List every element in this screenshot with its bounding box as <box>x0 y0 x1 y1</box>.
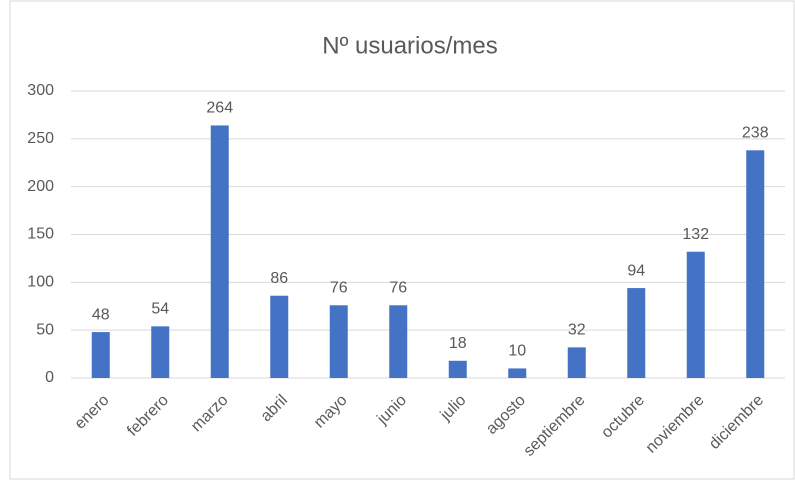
bar <box>627 288 646 378</box>
bar <box>746 150 765 378</box>
bar <box>389 305 408 378</box>
data-label: 264 <box>206 100 233 117</box>
bar <box>91 332 110 378</box>
data-label: 132 <box>682 226 709 243</box>
data-label: 48 <box>92 306 110 323</box>
bar <box>686 251 705 378</box>
bar <box>448 360 467 378</box>
bar <box>151 326 170 378</box>
y-tick-label: 100 <box>27 274 54 291</box>
bar <box>210 125 229 378</box>
data-label: 94 <box>627 262 645 279</box>
bar <box>329 305 348 378</box>
data-label: 10 <box>508 343 526 360</box>
y-tick-label: 50 <box>36 321 54 338</box>
data-label: 18 <box>449 335 467 352</box>
data-label: 76 <box>330 280 348 297</box>
bar <box>508 368 527 378</box>
y-tick-label: 250 <box>27 130 54 147</box>
data-label: 32 <box>568 322 586 339</box>
chart-border <box>9 0 795 480</box>
data-label: 238 <box>742 125 769 142</box>
chart-title: Nº usuarios/mes <box>322 32 498 59</box>
y-tick-label: 200 <box>27 178 54 195</box>
bar <box>567 347 586 378</box>
y-tick-label: 0 <box>45 369 54 386</box>
y-tick-label: 300 <box>27 82 54 99</box>
data-label: 54 <box>151 301 169 318</box>
data-label: 86 <box>270 270 288 287</box>
y-tick-label: 150 <box>27 226 54 243</box>
bar <box>270 295 289 378</box>
data-label: 76 <box>389 280 407 297</box>
